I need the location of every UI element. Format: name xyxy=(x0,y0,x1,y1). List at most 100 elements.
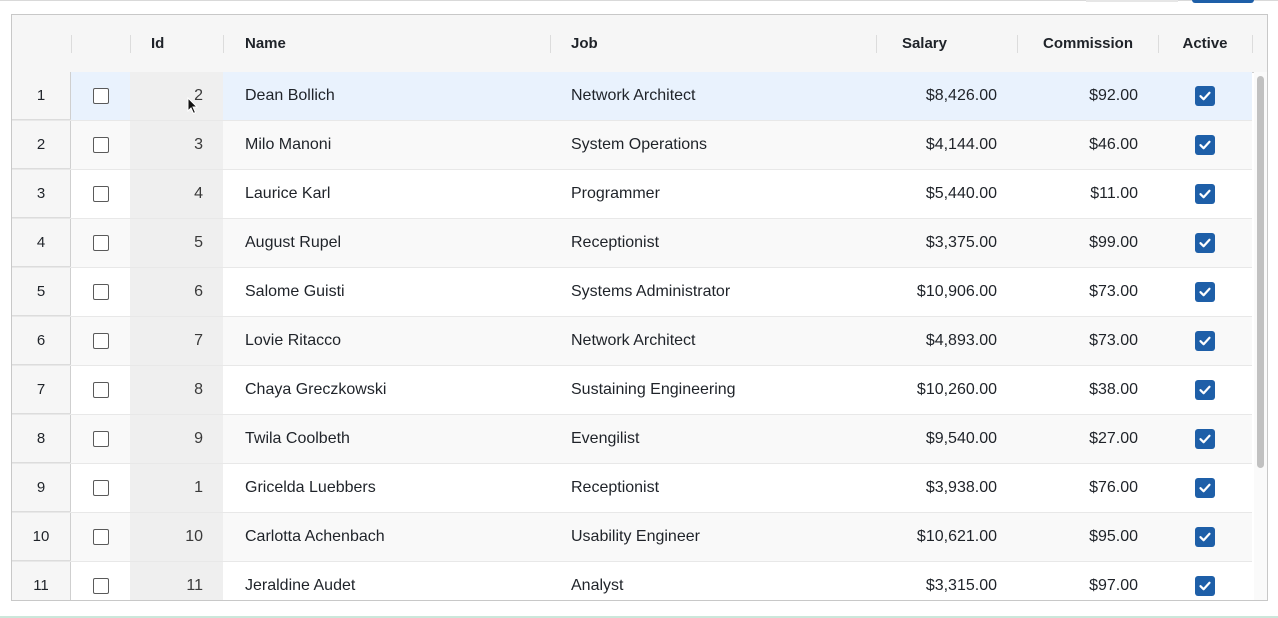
id-cell[interactable]: 10 xyxy=(130,513,223,561)
active-cell[interactable] xyxy=(1158,219,1252,267)
active-checkbox-checked[interactable] xyxy=(1195,331,1215,351)
active-checkbox-checked[interactable] xyxy=(1195,135,1215,155)
active-checkbox-checked[interactable] xyxy=(1195,380,1215,400)
column-header-job[interactable]: Job xyxy=(571,35,598,52)
column-divider[interactable] xyxy=(1158,35,1159,53)
table-row[interactable]: 6 7 Lovie Ritacco Network Architect $4,893.0… xyxy=(12,317,1252,366)
column-header-salary[interactable]: Salary xyxy=(901,35,947,52)
salary-cell[interactable]: $3,375.00 xyxy=(925,234,997,251)
active-checkbox-checked[interactable] xyxy=(1195,576,1215,596)
name-cell[interactable]: Salome Guisti xyxy=(245,283,345,300)
commission-cell[interactable]: $38.00 xyxy=(1089,381,1138,398)
salary-cell[interactable]: $3,315.00 xyxy=(925,577,997,594)
commission-cell[interactable]: $27.00 xyxy=(1089,430,1138,447)
salary-cell[interactable]: $9,540.00 xyxy=(925,430,997,447)
table-row[interactable]: 4 5 August Rupel Receptionist $3,375.00 $99.0… xyxy=(12,219,1252,268)
toolbar-button-edge[interactable] xyxy=(1192,0,1254,3)
commission-cell[interactable]: $73.00 xyxy=(1089,283,1138,300)
column-divider[interactable] xyxy=(550,35,551,53)
name-cell[interactable]: Carlotta Achenbach xyxy=(245,528,385,545)
salary-cell[interactable]: $10,906.00 xyxy=(916,283,997,300)
job-cell[interactable]: Receptionist xyxy=(571,234,660,251)
job-cell[interactable]: Sustaining Engineering xyxy=(571,381,736,398)
name-cell[interactable]: Lovie Ritacco xyxy=(245,332,342,349)
id-cell[interactable]: 5 xyxy=(130,219,223,267)
active-cell[interactable] xyxy=(1158,562,1252,600)
active-cell[interactable] xyxy=(1158,121,1252,169)
column-header-name[interactable]: Name xyxy=(245,35,286,52)
commission-cell[interactable]: $46.00 xyxy=(1089,136,1138,153)
active-cell[interactable] xyxy=(1158,415,1252,463)
active-checkbox-checked[interactable] xyxy=(1195,429,1215,449)
id-cell[interactable]: 2 xyxy=(130,72,223,120)
table-row[interactable]: 11 11 Jeraldine Audet Analyst $3,315.00 $97.0… xyxy=(12,562,1252,600)
active-checkbox-checked[interactable] xyxy=(1195,233,1215,253)
table-row[interactable]: 8 9 Twila Coolbeth Evengilist $9,540.00 $27.0… xyxy=(12,415,1252,464)
salary-cell[interactable]: $10,260.00 xyxy=(916,381,997,398)
salary-cell[interactable]: $4,144.00 xyxy=(925,136,997,153)
id-cell[interactable]: 7 xyxy=(130,317,223,365)
row-select-checkbox[interactable] xyxy=(92,186,109,202)
commission-cell[interactable]: $11.00 xyxy=(1090,185,1138,202)
column-divider[interactable] xyxy=(130,35,131,53)
salary-cell[interactable]: $10,621.00 xyxy=(916,528,997,545)
name-cell[interactable]: August Rupel xyxy=(245,234,342,251)
table-row[interactable]: 10 10 Carlotta Achenbach Usability Engineer… xyxy=(12,513,1252,562)
id-cell[interactable]: 11 xyxy=(130,562,223,600)
column-header-active[interactable]: Active xyxy=(1182,35,1228,52)
column-divider[interactable] xyxy=(876,35,877,53)
row-select-checkbox[interactable] xyxy=(92,137,109,153)
row-select-checkbox[interactable] xyxy=(92,235,109,251)
name-cell[interactable]: Gricelda Luebbers xyxy=(245,479,376,496)
column-divider[interactable] xyxy=(1252,35,1253,53)
row-select-checkbox[interactable] xyxy=(92,529,109,545)
active-cell[interactable] xyxy=(1158,72,1252,120)
row-select-cell[interactable] xyxy=(71,268,130,316)
row-select-cell[interactable] xyxy=(71,366,130,414)
select-header[interactable] xyxy=(71,15,130,72)
table-row[interactable]: 1 2 Dean Bollich Network Architect $8,426.00… xyxy=(12,72,1252,121)
salary-cell[interactable]: $3,938.00 xyxy=(925,479,997,496)
job-cell[interactable]: Network Architect xyxy=(571,332,696,349)
active-cell[interactable] xyxy=(1158,513,1252,561)
id-cell[interactable]: 6 xyxy=(130,268,223,316)
row-select-cell[interactable] xyxy=(71,121,130,169)
row-select-cell[interactable] xyxy=(71,72,130,120)
row-select-checkbox[interactable] xyxy=(92,480,109,496)
column-header-commission[interactable]: Commission xyxy=(1042,35,1133,52)
toolbar-input-edge[interactable] xyxy=(1086,0,1178,2)
job-cell[interactable]: Receptionist xyxy=(571,479,660,496)
active-cell[interactable] xyxy=(1158,170,1252,218)
scrollbar-thumb[interactable] xyxy=(1257,76,1264,468)
job-cell[interactable]: Evengilist xyxy=(571,430,640,447)
salary-cell[interactable]: $4,893.00 xyxy=(925,332,997,349)
row-select-cell[interactable] xyxy=(71,513,130,561)
commission-cell[interactable]: $95.00 xyxy=(1089,528,1138,545)
column-divider[interactable] xyxy=(71,35,72,53)
name-cell[interactable]: Laurice Karl xyxy=(245,185,331,202)
table-row[interactable]: 9 1 Gricelda Luebbers Receptionist $3,938.00… xyxy=(12,464,1252,513)
name-cell[interactable]: Chaya Greczkowski xyxy=(245,381,387,398)
job-cell[interactable]: System Operations xyxy=(571,136,708,153)
table-row[interactable]: 7 8 Chaya Greczkowski Sustaining Engineerin… xyxy=(12,366,1252,415)
name-cell[interactable]: Twila Coolbeth xyxy=(245,430,350,447)
id-cell[interactable]: 3 xyxy=(130,121,223,169)
active-checkbox-checked[interactable] xyxy=(1195,86,1215,106)
row-select-cell[interactable] xyxy=(71,415,130,463)
row-select-checkbox[interactable] xyxy=(92,382,109,398)
row-select-checkbox[interactable] xyxy=(92,88,109,104)
row-select-checkbox[interactable] xyxy=(92,431,109,447)
row-select-cell[interactable] xyxy=(71,219,130,267)
column-header-id[interactable]: Id xyxy=(151,35,165,52)
active-cell[interactable] xyxy=(1158,317,1252,365)
name-cell[interactable]: Milo Manoni xyxy=(245,136,332,153)
table-row[interactable]: 3 4 Laurice Karl Programmer $5,440.00 $11.00 xyxy=(12,170,1252,219)
column-divider[interactable] xyxy=(1017,35,1018,53)
commission-cell[interactable]: $97.00 xyxy=(1089,577,1138,594)
job-cell[interactable]: Programmer xyxy=(571,185,660,202)
commission-cell[interactable]: $99.00 xyxy=(1089,234,1138,251)
job-cell[interactable]: Analyst xyxy=(571,577,624,594)
row-select-checkbox[interactable] xyxy=(92,578,109,594)
active-checkbox-checked[interactable] xyxy=(1195,282,1215,302)
job-cell[interactable]: Usability Engineer xyxy=(571,528,700,545)
